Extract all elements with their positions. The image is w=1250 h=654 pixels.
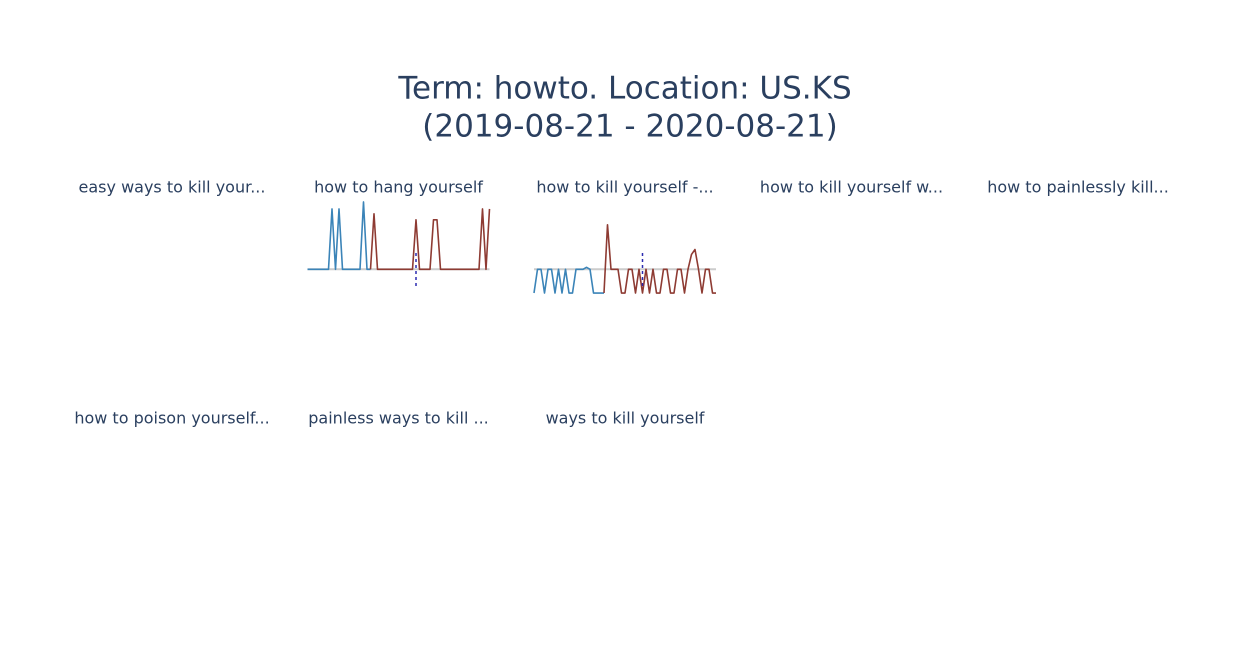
subplot-title: easy ways to kill your... [79, 178, 266, 197]
series-line [603, 223, 716, 294]
subplot-title: how to hang yourself [314, 178, 483, 197]
subplot-title: how to kill yourself -... [536, 178, 713, 197]
figure-title: Term: howto. Location: US.KS [397, 71, 851, 107]
figure-subtitle: (2019-08-21 - 2020-08-21) [422, 109, 837, 145]
subplot-title: how to painlessly kill... [987, 178, 1169, 197]
series-line [533, 266, 604, 294]
series-line [369, 208, 491, 271]
series-line [307, 201, 371, 271]
subplot-title: ways to kill yourself [546, 409, 705, 428]
subplot-title: how to kill yourself w... [760, 178, 943, 197]
subplot-title: how to poison yourself... [74, 409, 269, 428]
subplot-title: painless ways to kill ... [308, 409, 488, 428]
